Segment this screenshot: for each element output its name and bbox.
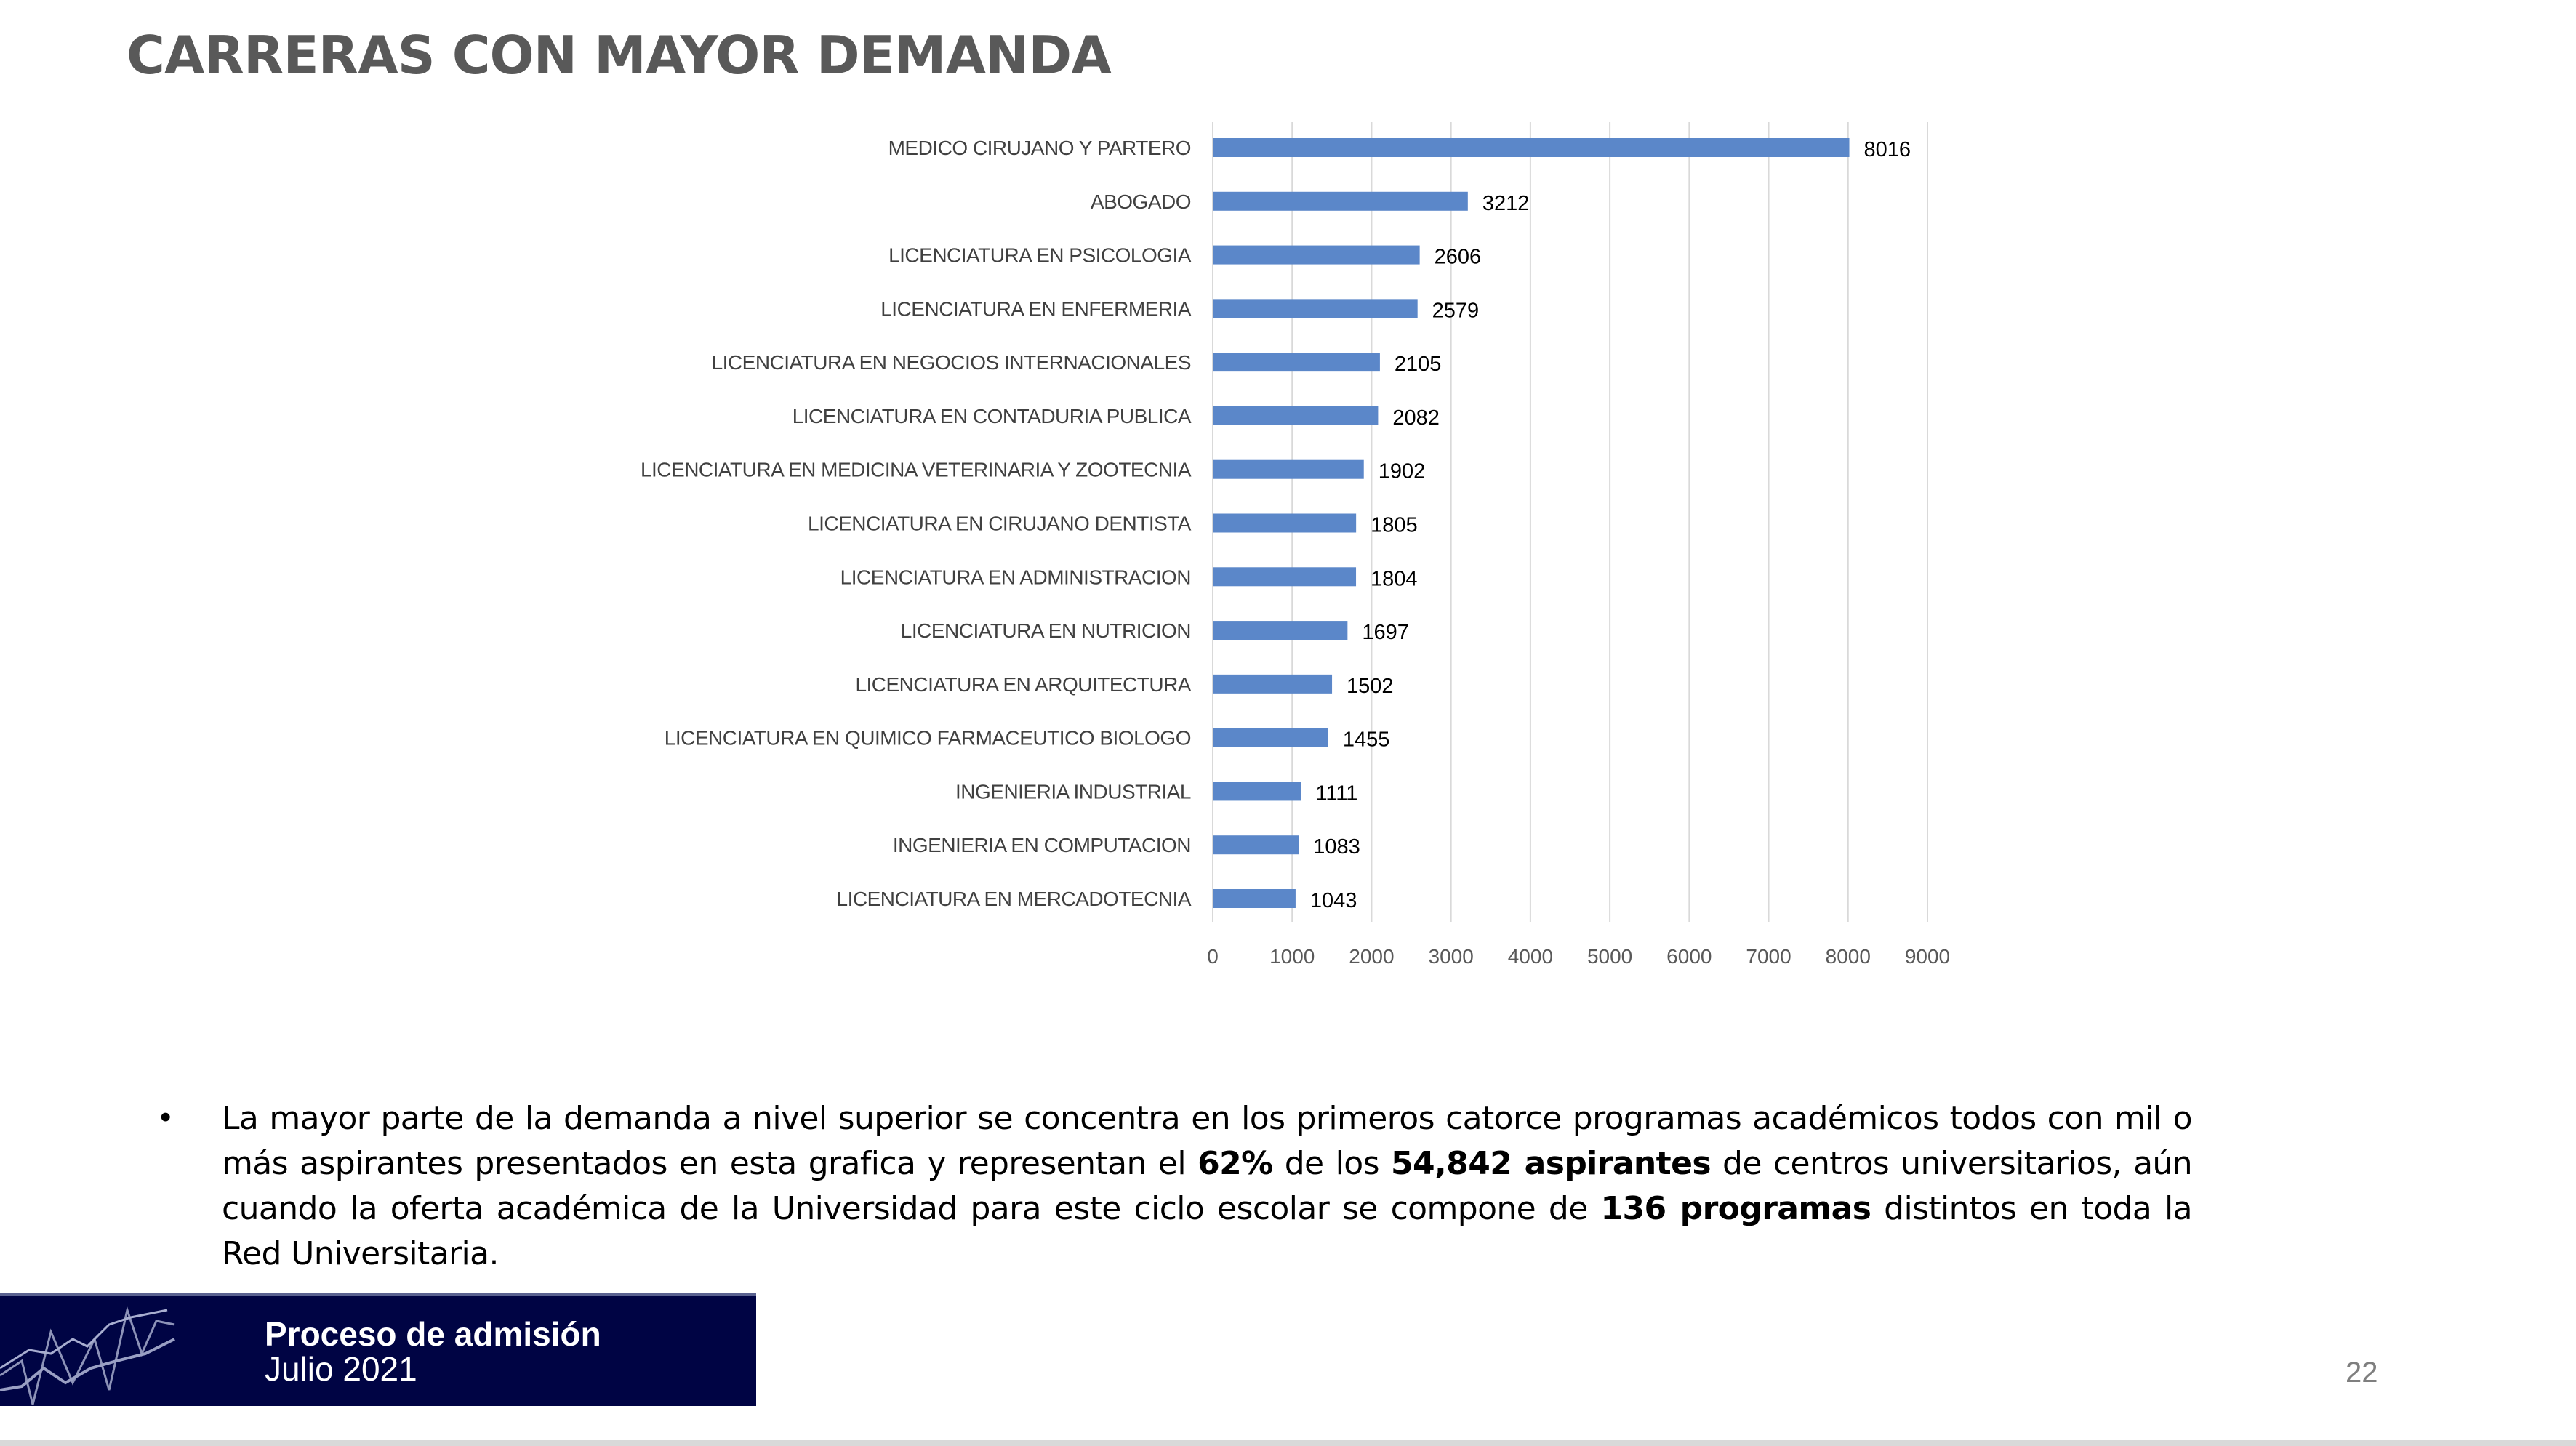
- bar: [1213, 245, 1420, 265]
- highlight-aspirants: 54,842 aspirantes: [1391, 1145, 1711, 1182]
- category-label: LICENCIATURA EN CIRUJANO DENTISTA: [808, 513, 1192, 535]
- highlight-percent: 62%: [1197, 1145, 1273, 1182]
- category-label: ABOGADO: [1091, 190, 1191, 213]
- data-label: 1083: [1313, 835, 1360, 859]
- data-label: 2579: [1432, 299, 1480, 322]
- category-label: LICENCIATURA EN PSICOLOGIA: [888, 244, 1192, 267]
- bottom-divider: [0, 1440, 2576, 1446]
- category-label: LICENCIATURA EN MEDICINA VETERINARIA Y Z…: [641, 459, 1192, 481]
- x-tick-label: 1000: [1269, 945, 1315, 968]
- bar: [1213, 191, 1468, 211]
- x-tick-label: 7000: [1746, 945, 1791, 968]
- bar: [1213, 621, 1348, 640]
- text: La mayor parte de la demanda a nivel sup…: [222, 1100, 2193, 1182]
- category-label: LICENCIATURA EN NUTRICION: [901, 619, 1191, 642]
- bar: [1213, 835, 1299, 855]
- bullet-marker: •: [160, 1099, 172, 1135]
- slide-title: CARRERAS CON MAYOR DEMANDA: [127, 25, 1112, 86]
- data-label: 2606: [1435, 246, 1482, 269]
- data-label: 1805: [1371, 514, 1418, 537]
- footer-banner: Proceso de admisión Julio 2021: [0, 1293, 756, 1406]
- page-number: 22: [2346, 1357, 2378, 1389]
- text: distintos en toda la Red Universitaria.: [222, 1190, 2193, 1272]
- summary-paragraph: La mayor parte de la demanda a nivel sup…: [222, 1096, 2193, 1277]
- data-label: 8016: [1864, 138, 1911, 161]
- bar: [1213, 889, 1296, 908]
- x-tick-label: 2000: [1349, 945, 1394, 968]
- category-label: INGENIERIA INDUSTRIAL: [955, 780, 1191, 803]
- data-label: 2105: [1395, 353, 1442, 376]
- data-label: 1902: [1379, 460, 1426, 483]
- line-graph-decoration-icon: [0, 1306, 175, 1405]
- category-label: LICENCIATURA EN QUIMICO FARMACEUTICO BIO…: [665, 727, 1191, 750]
- category-label: LICENCIATURA EN NEGOCIOS INTERNACIONALES: [712, 351, 1191, 374]
- bar: [1213, 728, 1328, 747]
- x-tick-label: 9000: [1905, 945, 1950, 968]
- category-label: INGENIERIA EN COMPUTACION: [893, 834, 1191, 856]
- x-tick-label: 0: [1207, 945, 1219, 968]
- data-label: 1043: [1310, 889, 1357, 912]
- bar: [1213, 299, 1418, 318]
- bar: [1213, 567, 1357, 587]
- data-label: 2082: [1392, 406, 1440, 430]
- bar: [1213, 674, 1333, 694]
- category-label: LICENCIATURA EN CONTADURIA PUBLICA: [793, 405, 1192, 427]
- text: de los: [1272, 1145, 1392, 1182]
- category-label: LICENCIATURA EN ARQUITECTURA: [855, 673, 1191, 696]
- data-label: 1455: [1343, 728, 1390, 752]
- footer-title: Proceso de admisión: [265, 1315, 601, 1353]
- category-label: LICENCIATURA EN MERCADOTECNIA: [837, 888, 1192, 910]
- footer-date: Julio 2021: [265, 1350, 417, 1388]
- bar: [1213, 138, 1850, 157]
- data-label: 1502: [1347, 675, 1394, 698]
- data-label: 1111: [1315, 782, 1357, 805]
- data-label: 1697: [1362, 621, 1409, 644]
- x-tick-label: 8000: [1826, 945, 1871, 968]
- highlight-programs: 136 programas: [1600, 1190, 1871, 1227]
- bar: [1213, 406, 1379, 425]
- x-tick-label: 5000: [1587, 945, 1632, 968]
- category-label: LICENCIATURA EN ADMINISTRACION: [840, 566, 1191, 588]
- text: de centros universitarios, aún cuando la…: [222, 1145, 2193, 1227]
- data-label: 1804: [1371, 567, 1418, 590]
- bar: [1213, 459, 1364, 479]
- bar: [1213, 353, 1380, 372]
- bar: [1213, 782, 1301, 801]
- data-label: 3212: [1482, 192, 1530, 215]
- x-tick-label: 4000: [1508, 945, 1553, 968]
- bar-chart: 0 1000 2000 3000 4000 5000 6000 7000 8000 9000 MED…: [641, 122, 1950, 968]
- x-tick-label: 6000: [1666, 945, 1712, 968]
- x-tick-label: 3000: [1429, 945, 1474, 968]
- bar: [1213, 513, 1357, 533]
- category-label: MEDICO CIRUJANO Y PARTERO: [888, 137, 1191, 159]
- category-label: LICENCIATURA EN ENFERMERIA: [880, 297, 1192, 320]
